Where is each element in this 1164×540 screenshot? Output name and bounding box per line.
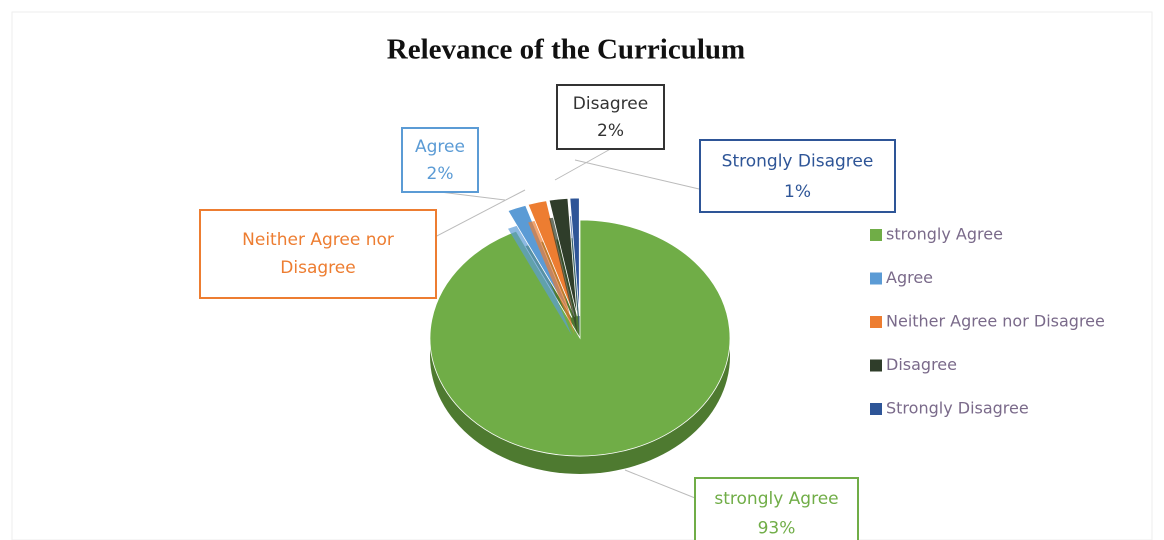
data-label: 2%: [427, 164, 454, 184]
callout-label: Agree: [415, 137, 465, 157]
pie-slice: [429, 219, 731, 457]
legend-swatch: [870, 316, 882, 328]
slice-side: [508, 223, 572, 336]
legend-label: Agree: [886, 268, 933, 287]
legend-label: strongly Agree: [886, 225, 1003, 244]
legend-swatch: [870, 403, 882, 415]
leader-line: [439, 191, 506, 201]
callout-box: [556, 84, 665, 150]
data-label: 2%: [597, 121, 624, 141]
legend-label: Disagree: [886, 355, 957, 374]
data-label: 1%: [784, 182, 811, 202]
callout-box: [401, 127, 479, 193]
callout-label: Neither Agree nor Disagree: [242, 230, 394, 278]
legend-swatch: [870, 272, 882, 285]
legend-label: Strongly Disagree: [886, 399, 1029, 418]
callout-label: Disagree: [573, 94, 648, 114]
leader-line: [554, 148, 611, 181]
pie-slice: [569, 197, 580, 317]
callout-label: Strongly Disagree: [722, 152, 874, 172]
legend-swatch: [870, 229, 882, 241]
callout-box: [694, 477, 859, 540]
slice-side: [549, 216, 578, 335]
callout-box: [699, 139, 896, 213]
slice-side: [528, 218, 575, 335]
chart-title: Relevance of the Curriculum: [387, 34, 745, 66]
pie-slice: [548, 197, 578, 317]
callout-label: strongly Agree: [714, 489, 838, 509]
callout-box: [199, 209, 437, 299]
legend-label: Neither Agree nor Disagree: [886, 312, 1105, 331]
data-label: 93%: [758, 518, 796, 538]
leader-line: [624, 469, 696, 499]
legend-swatch: [870, 359, 882, 372]
pie-slice: [527, 200, 575, 317]
